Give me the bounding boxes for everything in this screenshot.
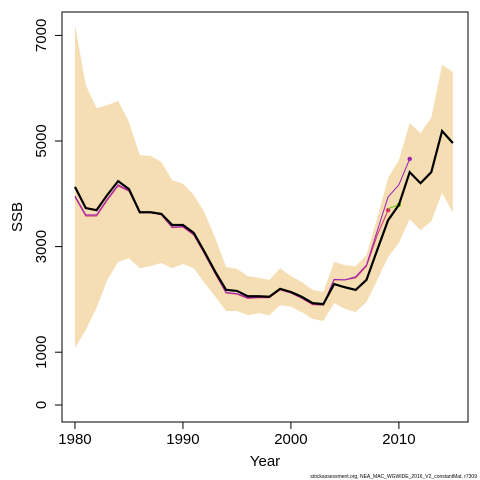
- x-axis-label: Year: [250, 453, 280, 470]
- x-tick-label: 1990: [166, 431, 199, 448]
- x-tick-label: 1980: [58, 431, 91, 448]
- y-tick-label: 1000: [33, 336, 50, 369]
- ssb-line: [73, 128, 454, 306]
- y-tick-label: 3000: [33, 230, 50, 263]
- x-tick-label: 2010: [382, 431, 415, 448]
- confidence-band: [74, 24, 453, 348]
- retro-end-point: [385, 207, 391, 213]
- y-tick-label: 0: [33, 401, 50, 409]
- plot-frame: [61, 11, 469, 423]
- footnote: stockassessment.org, NEA_MAC_WGWIDE_2016…: [310, 474, 477, 480]
- y-axis-label: SSB: [9, 202, 26, 232]
- x-tick-label: 2000: [274, 431, 307, 448]
- retro-end-point: [407, 156, 412, 162]
- y-tick-label: 5000: [33, 124, 50, 157]
- y-tick-label: 7000: [33, 19, 50, 52]
